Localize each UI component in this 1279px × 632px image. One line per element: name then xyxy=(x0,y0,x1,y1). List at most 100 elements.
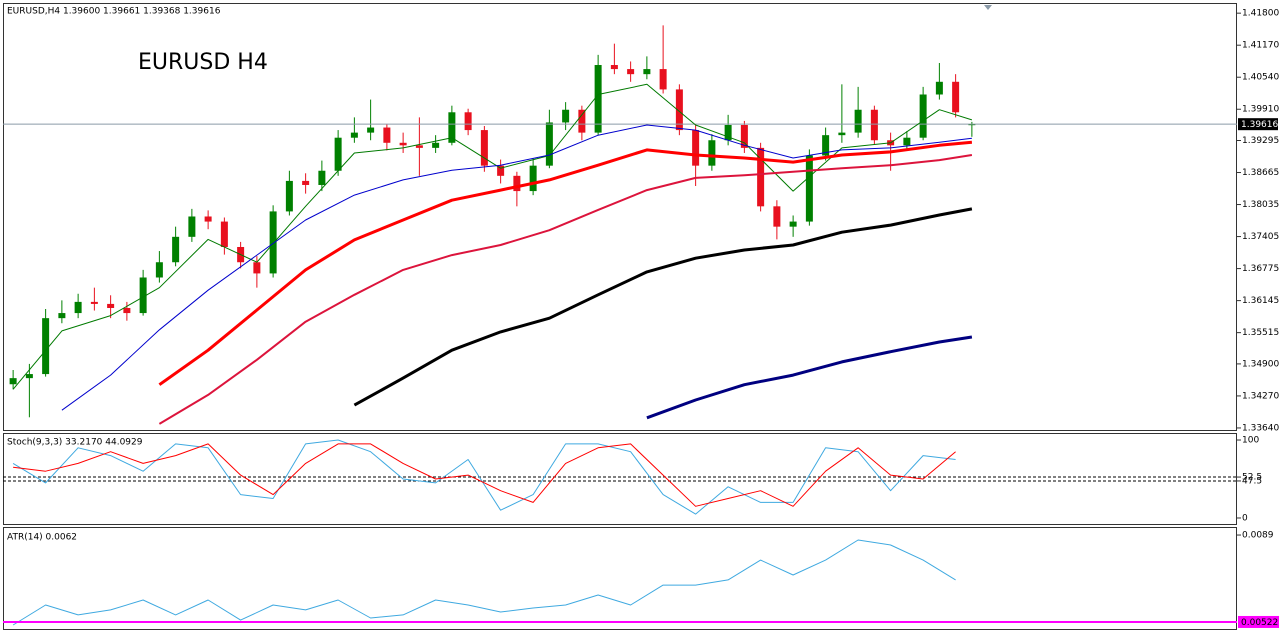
candle-body xyxy=(302,180,310,185)
candle-body xyxy=(627,69,635,75)
candle-body xyxy=(805,155,813,222)
candle-body xyxy=(708,140,716,166)
y-tick-label: 1.36775 xyxy=(1242,264,1279,274)
indicator-line xyxy=(158,140,973,386)
indicator-line xyxy=(61,124,972,411)
candle-body xyxy=(415,145,423,148)
indicator-line xyxy=(12,539,956,626)
candle-body xyxy=(757,147,765,207)
candle-body xyxy=(155,262,163,278)
annotation: EURUSD H4 xyxy=(138,50,268,75)
level-label: 0.00522 xyxy=(1241,618,1278,628)
candle-body xyxy=(220,221,228,247)
y-tick-label: 1.34900 xyxy=(1242,359,1279,369)
candle-body xyxy=(822,135,830,156)
candle-body xyxy=(789,221,797,227)
y-tick-label: 0.0089 xyxy=(1242,531,1274,541)
y-tick-label: 1.39295 xyxy=(1242,136,1279,146)
candle-body xyxy=(42,318,50,375)
candle-body xyxy=(659,69,667,90)
candle-body xyxy=(935,81,943,95)
candle-body xyxy=(123,307,131,314)
candle-body xyxy=(74,301,82,314)
y-tick-label: 1.37405 xyxy=(1242,232,1279,242)
candle-body xyxy=(399,142,407,146)
candle-body xyxy=(724,124,732,141)
y-tick-label: 47.5 xyxy=(1242,476,1262,486)
candle-body xyxy=(497,165,505,176)
candle-body xyxy=(562,109,570,123)
candle-body xyxy=(139,277,147,314)
y-tick-label: 1.36145 xyxy=(1242,296,1279,306)
atr-title: ATR(14) 0.0062 xyxy=(7,533,77,543)
y-tick-label: 1.33640 xyxy=(1242,423,1279,433)
indicator-line xyxy=(646,335,973,420)
price-box xyxy=(1238,118,1278,131)
stoch-title: Stoch(9,3,3) 33.2170 44.0929 xyxy=(7,438,143,448)
indicator-line xyxy=(12,83,973,390)
candle-body xyxy=(90,301,98,304)
candle-body xyxy=(9,378,17,385)
candle-body xyxy=(692,130,700,166)
candle-body xyxy=(480,130,488,166)
candle-body xyxy=(269,211,277,274)
stoch-panel-frame xyxy=(3,433,1237,525)
candle-body xyxy=(188,216,196,237)
candle-body xyxy=(740,124,748,148)
candle-body xyxy=(367,127,375,133)
candle-body xyxy=(773,206,781,227)
candle-body xyxy=(432,142,440,148)
y-tick-label: 1.39910 xyxy=(1242,105,1279,115)
y-tick-label: 0 xyxy=(1242,513,1248,523)
candle-body xyxy=(594,65,602,133)
y-tick-label: 52.5 xyxy=(1242,473,1262,483)
candle-body xyxy=(529,165,537,192)
y-tick-label: 1.38665 xyxy=(1242,168,1279,178)
candle-body xyxy=(464,112,472,131)
candle-body xyxy=(838,132,846,136)
candle-body xyxy=(903,137,911,146)
y-tick-label: 1.41170 xyxy=(1242,41,1279,51)
y-tick-label: 1.40540 xyxy=(1242,73,1279,83)
candle-body xyxy=(25,374,33,379)
candle-body xyxy=(448,112,456,143)
main-title: EURUSD,H4 1.39600 1.39661 1.39368 1.3961… xyxy=(7,7,221,17)
candle-body xyxy=(334,137,342,171)
indicator-line xyxy=(353,207,973,407)
candle-body xyxy=(643,69,651,75)
shift-marker xyxy=(984,5,992,10)
candle-body xyxy=(919,94,927,138)
candle-body xyxy=(578,109,586,133)
candle-body xyxy=(383,127,391,143)
y-tick-label: 100 xyxy=(1242,436,1259,446)
candle-body xyxy=(870,109,878,141)
candle-body xyxy=(350,132,358,138)
candle-body xyxy=(513,175,521,192)
atr-panel-frame xyxy=(3,527,1237,630)
candle-body xyxy=(253,262,261,274)
candle-body xyxy=(854,109,862,133)
indicator-line xyxy=(12,439,956,515)
indicator-line xyxy=(13,443,956,507)
candle-body xyxy=(204,216,212,222)
y-tick-label: 1.34270 xyxy=(1242,391,1279,401)
y-tick-label: 1.35515 xyxy=(1242,328,1279,338)
indicator-line xyxy=(158,154,973,425)
candle-body xyxy=(107,303,115,308)
level-box xyxy=(1238,615,1279,628)
candle-body xyxy=(545,122,553,166)
candle-body xyxy=(285,180,293,212)
candle-body xyxy=(952,81,960,113)
candle-body xyxy=(675,89,683,131)
price-label: 1.39616 xyxy=(1241,120,1278,130)
y-tick-label: 1.38035 xyxy=(1242,200,1279,210)
candle-body xyxy=(610,65,618,70)
candle-body xyxy=(172,236,180,263)
y-tick-label: 1.41800 xyxy=(1242,9,1279,19)
candle-body xyxy=(58,313,66,319)
main-panel-frame xyxy=(3,3,1237,431)
candle-body xyxy=(318,170,326,185)
